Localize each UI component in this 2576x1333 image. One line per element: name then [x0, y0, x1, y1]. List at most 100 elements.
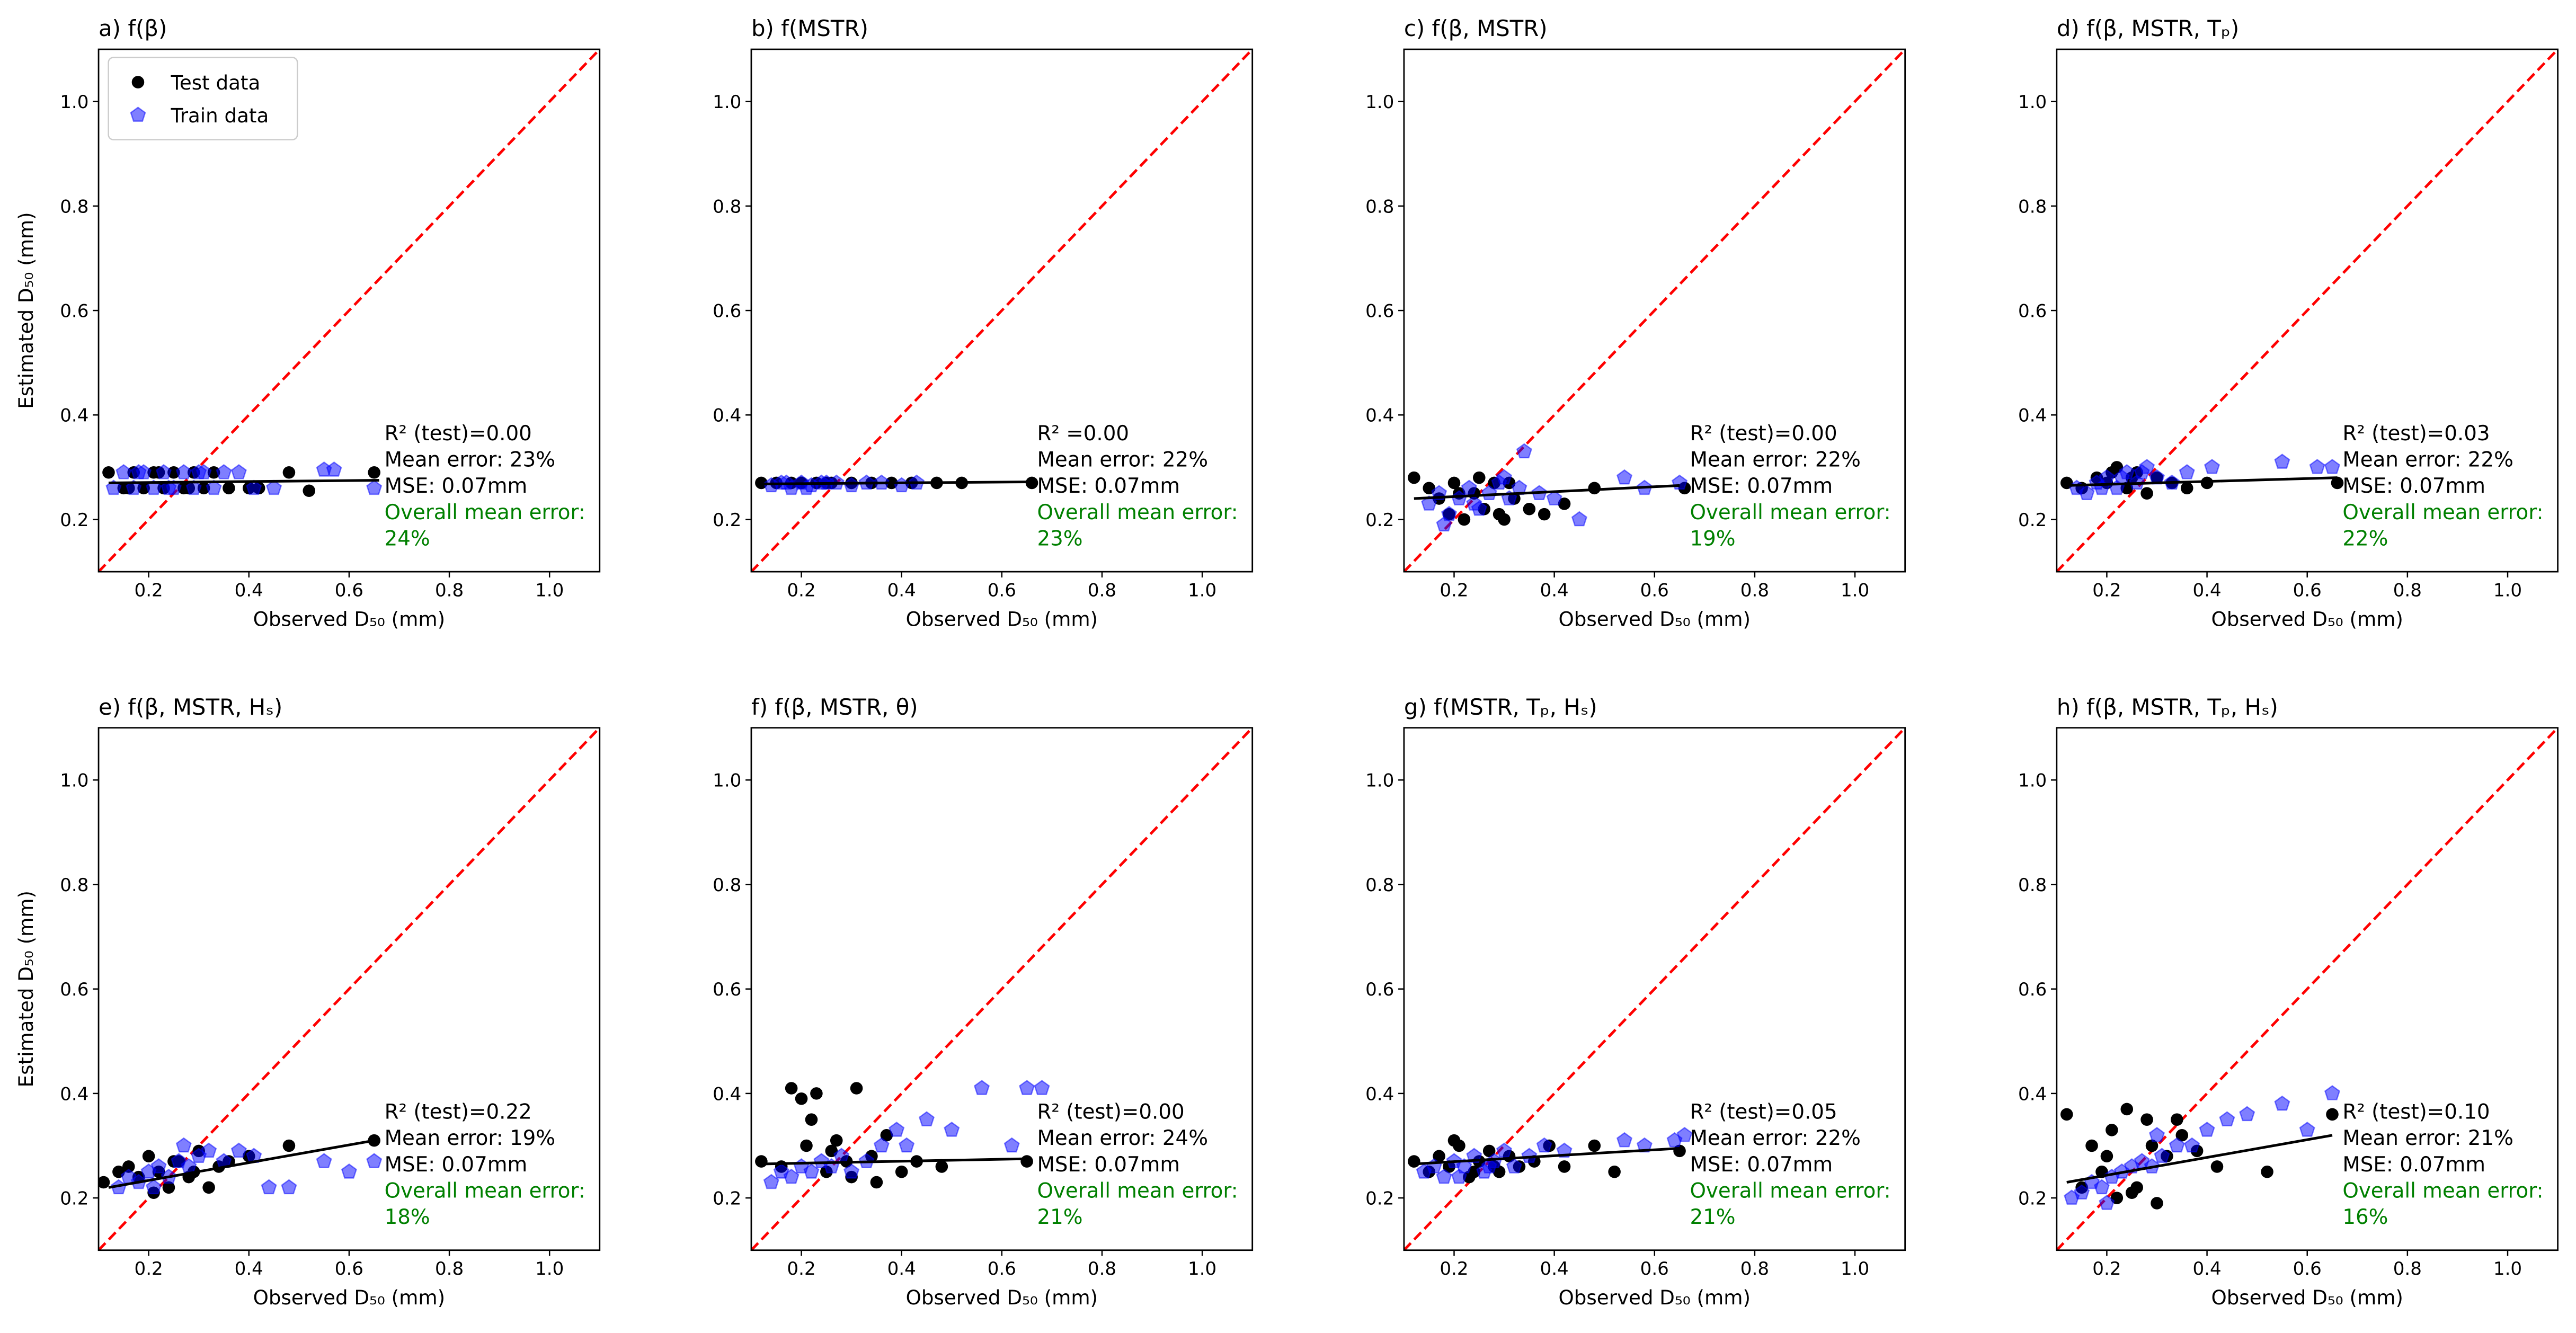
data-point [843, 1163, 860, 1179]
data-point [366, 1153, 383, 1168]
x-tick-label: 0.2 [2092, 580, 2121, 601]
legend-marker [130, 106, 146, 122]
data-point [1558, 1160, 1571, 1173]
plot-area [1404, 727, 1905, 1250]
data-point [155, 464, 172, 479]
y-tick-label: 0.2 [1365, 1188, 1394, 1210]
data-point [206, 479, 222, 495]
overall-text: 19% [1690, 527, 1735, 550]
data-point [2324, 459, 2341, 474]
data-point [2274, 1095, 2290, 1111]
data-point [2140, 487, 2153, 500]
x-tick-label: 0.6 [988, 1258, 1016, 1279]
data-point [1482, 1144, 1496, 1158]
data-point [2309, 459, 2325, 474]
x-tick-label: 0.4 [1540, 580, 1569, 601]
axes-frame [750, 727, 1254, 1251]
x-tick-label: 1.0 [1841, 580, 1869, 601]
subplot: d) f(β, MSTR, Tₚ) 0.2 0.4 0.6 0.8 1.0 0.2 0.4 0.… [2018, 15, 2559, 630]
y-tick-label: 0.6 [713, 979, 741, 1000]
data-point [246, 479, 262, 495]
data-point [281, 1179, 297, 1195]
y-tick-label: 1.0 [2018, 770, 2047, 792]
y-tick-label: 0.8 [2018, 875, 2047, 896]
y-tick-label: 0.8 [1365, 196, 1394, 217]
stats-text: MSE: 0.07mm [1690, 1153, 1833, 1177]
data-point [763, 1174, 779, 1189]
subplot-title: h) f(β, MSTR, Tₚ, Hₛ) [2057, 694, 2278, 720]
y-tick-label: 1.0 [60, 770, 88, 792]
y-tick-label: 0.2 [713, 1188, 741, 1210]
subplot: a) f(β) 0.2 0.4 0.6 0.8 1.0 0.2 0.4 0.6 0.8 1.0 Obs… [14, 15, 601, 630]
data-point [2125, 1186, 2138, 1199]
subplot-title: f) f(β, MSTR, θ) [751, 694, 918, 720]
overall-text: Overall mean error: [1037, 501, 1238, 525]
fit-line [1414, 484, 1680, 500]
stats-text: MSE: 0.07mm [2342, 474, 2485, 498]
data-point [162, 1181, 175, 1194]
y-tick-label: 0.6 [60, 300, 88, 322]
y-tick-label: 0.6 [713, 300, 741, 322]
y-tick-label: 0.4 [60, 405, 88, 426]
overall-text: Overall mean error: [385, 501, 585, 525]
y-tick-label: 0.4 [713, 1083, 741, 1105]
data-point [130, 464, 147, 479]
stats-text: MSE: 0.07mm [385, 474, 528, 498]
data-point [1436, 516, 1452, 532]
stats-text: R² (test)=0.03 [2342, 422, 2490, 446]
data-point [368, 466, 380, 479]
stats-text: Mean error: 21% [2342, 1126, 2513, 1150]
data-point [918, 1111, 935, 1126]
data-point [102, 466, 115, 479]
subplot: g) f(MSTR, Tₚ, Hₛ) 0.2 0.4 0.6 0.8 1.0 0.2 0.4 0… [1365, 694, 1906, 1309]
stats-text: MSE: 0.07mm [1690, 474, 1833, 498]
data-point [830, 1134, 843, 1147]
data-point [230, 1142, 247, 1158]
data-point [282, 1139, 296, 1152]
x-axis-label: Observed D₅₀ (mm) [906, 607, 1098, 630]
data-point [889, 1122, 905, 1137]
data-point [783, 1168, 800, 1184]
overall-text: Overall mean error: [385, 1179, 585, 1203]
stats-text: MSE: 0.07mm [1037, 1153, 1180, 1177]
x-axis-label: Observed D₅₀ (mm) [906, 1286, 1098, 1309]
data-point [2151, 1197, 2163, 1210]
data-point [944, 1122, 960, 1137]
data-point [2085, 1139, 2098, 1152]
data-point [2179, 464, 2195, 479]
data-point [1472, 471, 1486, 484]
data-point [2239, 1106, 2255, 1122]
x-tick-label: 0.2 [787, 580, 815, 601]
y-tick-label: 0.8 [713, 875, 741, 896]
x-tick-label: 1.0 [1841, 1258, 1869, 1279]
data-point [895, 1166, 908, 1178]
y-tick-label: 0.8 [2018, 196, 2047, 217]
data-point [2184, 1137, 2200, 1153]
data-point [1034, 1080, 1050, 1095]
x-tick-label: 1.0 [1188, 1258, 1216, 1279]
data-point [2200, 476, 2214, 490]
x-tick-label: 0.8 [1740, 580, 1769, 601]
data-point [2274, 454, 2290, 469]
x-tick-label: 0.4 [887, 580, 916, 601]
data-point [1558, 497, 1571, 510]
data-point [2169, 1137, 2185, 1153]
data-point [1496, 1142, 1513, 1158]
x-tick-label: 1.0 [2493, 580, 2522, 601]
data-point [810, 1087, 823, 1100]
data-point [935, 1160, 948, 1173]
x-tick-label: 0.8 [2393, 580, 2422, 601]
overall-text: 21% [1690, 1205, 1735, 1229]
subplot: f) f(β, MSTR, θ) 0.2 0.4 0.6 0.8 1.0 0.2 0.4 0.6… [713, 694, 1254, 1309]
x-tick-label: 0.2 [1440, 580, 1468, 601]
x-tick-label: 0.4 [2192, 580, 2221, 601]
y-tick-label: 0.4 [2018, 1083, 2047, 1105]
y-axis-label: Estimated D₅₀ (mm) [14, 891, 38, 1087]
fit-line [761, 1157, 1027, 1166]
subplot: c) f(β, MSTR) 0.2 0.4 0.6 0.8 1.0 0.2 0.4 0.6 0.8… [1365, 15, 1906, 630]
subplot: b) f(MSTR) 0.2 0.4 0.6 0.8 1.0 0.2 0.4 0.6 0.8 1.0… [713, 15, 1254, 630]
data-point [282, 466, 296, 479]
data-point [755, 1155, 768, 1168]
reference-line [1404, 49, 1905, 572]
data-point [2204, 459, 2220, 474]
